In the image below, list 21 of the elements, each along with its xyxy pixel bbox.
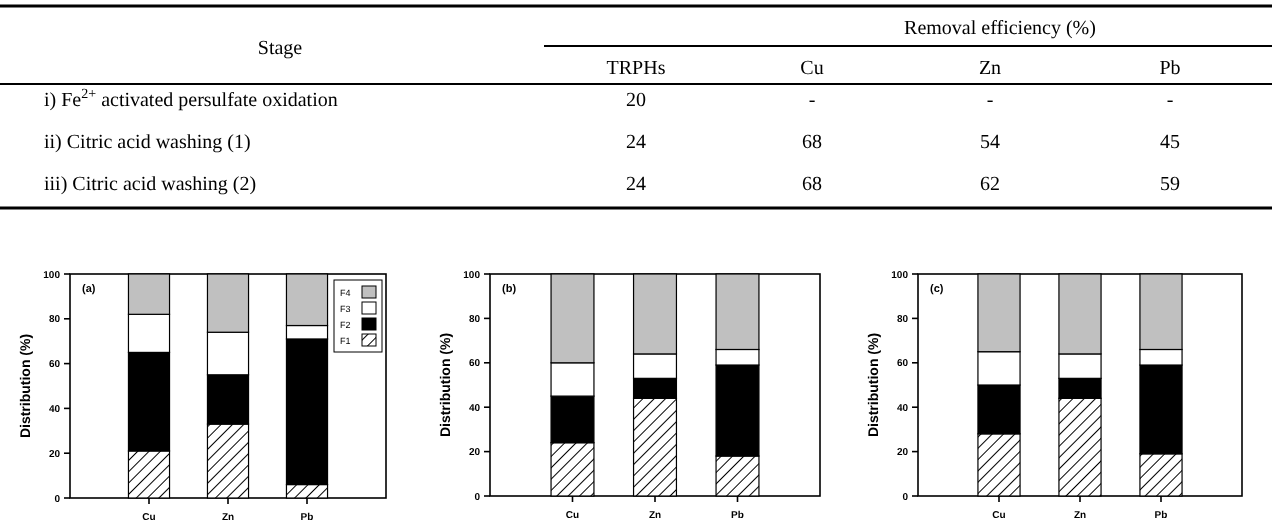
text: 20 [626, 90, 646, 112]
category-label: Zn [978, 58, 1002, 80]
category-label: ii) Citric acid washing (1) [44, 132, 251, 154]
text: - [808, 90, 816, 112]
text: - [1166, 90, 1174, 112]
text: 45 [1160, 132, 1180, 154]
category-label: Cu [800, 58, 824, 80]
text: 68 [802, 132, 822, 154]
text: - [986, 90, 994, 112]
category-label: Pb [1159, 58, 1181, 80]
text: 62 [980, 174, 1000, 196]
text: 24 [626, 174, 646, 196]
text: 54 [980, 132, 1000, 154]
category-label: iii) Citric acid washing (2) [44, 174, 257, 196]
text: 24 [626, 132, 646, 154]
text: 59 [1160, 174, 1180, 196]
category-label: i) Fe$^{2+}$ activated persulfate oxidation [44, 86, 338, 112]
text: Removal efficiency (%) [904, 18, 1096, 40]
text: Stage [257, 38, 304, 60]
text: 68 [802, 174, 822, 196]
category-label: TRPHs [606, 58, 666, 80]
